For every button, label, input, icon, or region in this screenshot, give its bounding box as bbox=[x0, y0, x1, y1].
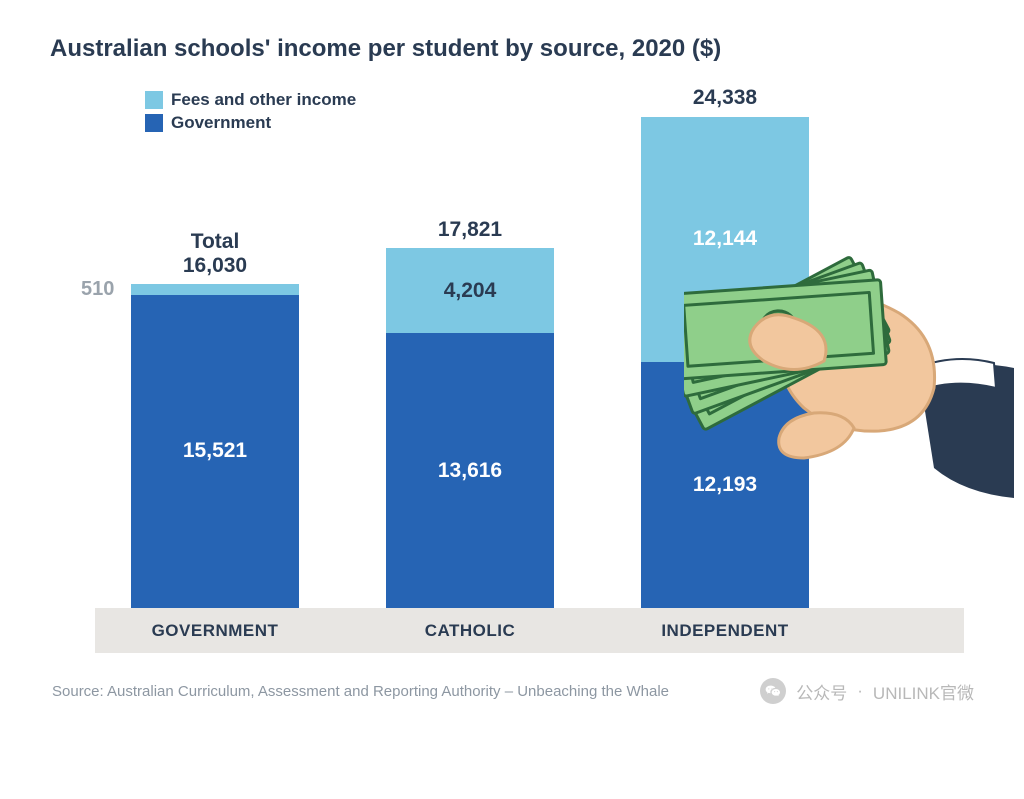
side-value-label: 510 bbox=[81, 278, 114, 301]
bar-catholic: 17,8214,20413,616 bbox=[386, 93, 554, 608]
bar-segment-gov: 13,616 bbox=[386, 333, 554, 608]
legend-swatch-gov bbox=[145, 114, 163, 132]
total-label: 24,338 bbox=[625, 86, 825, 110]
x-axis: GOVERNMENT CATHOLIC INDEPENDENT bbox=[95, 608, 964, 653]
watermark-name: UNILINK官微 bbox=[873, 679, 974, 704]
watermark-prefix: 公众号 bbox=[796, 679, 847, 704]
watermark: 公众号 · UNILINK官微 bbox=[760, 678, 974, 704]
bar-segment-gov: 15,521 bbox=[131, 295, 299, 608]
axis-label-independent: INDEPENDENT bbox=[641, 621, 809, 641]
axis-label-government: GOVERNMENT bbox=[131, 621, 299, 641]
total-label: 17,821 bbox=[370, 218, 570, 242]
footer-row: Source: Australian Curriculum, Assessmen… bbox=[52, 678, 974, 704]
wechat-icon bbox=[760, 678, 786, 704]
legend-item-gov: Government bbox=[145, 113, 356, 133]
plot-area: Total16,03051015,52117,8214,20413,61624,… bbox=[95, 93, 964, 653]
legend: Fees and other income Government bbox=[145, 90, 356, 136]
source-text: Source: Australian Curriculum, Assessmen… bbox=[52, 683, 669, 700]
bars-row: Total16,03051015,52117,8214,20413,61624,… bbox=[95, 93, 964, 608]
legend-label-gov: Government bbox=[171, 113, 271, 133]
bar-government: Total16,03051015,521 bbox=[131, 93, 299, 608]
bar-segment-fees: 12,144 bbox=[641, 117, 809, 362]
legend-label-fees: Fees and other income bbox=[171, 90, 356, 110]
legend-swatch-fees bbox=[145, 91, 163, 109]
bar-segment-gov: 12,193 bbox=[641, 362, 809, 608]
total-label: Total16,030 bbox=[115, 230, 315, 278]
bar-segment-fees: 4,204 bbox=[386, 248, 554, 333]
legend-item-fees: Fees and other income bbox=[145, 90, 356, 110]
watermark-sep: · bbox=[857, 681, 863, 701]
bar-independent: 24,33812,14412,193 bbox=[641, 93, 809, 608]
chart-container: Australian schools' income per student b… bbox=[0, 0, 1024, 734]
bar-segment-fees bbox=[131, 284, 299, 294]
chart-title: Australian schools' income per student b… bbox=[50, 35, 974, 63]
axis-label-catholic: CATHOLIC bbox=[386, 621, 554, 641]
